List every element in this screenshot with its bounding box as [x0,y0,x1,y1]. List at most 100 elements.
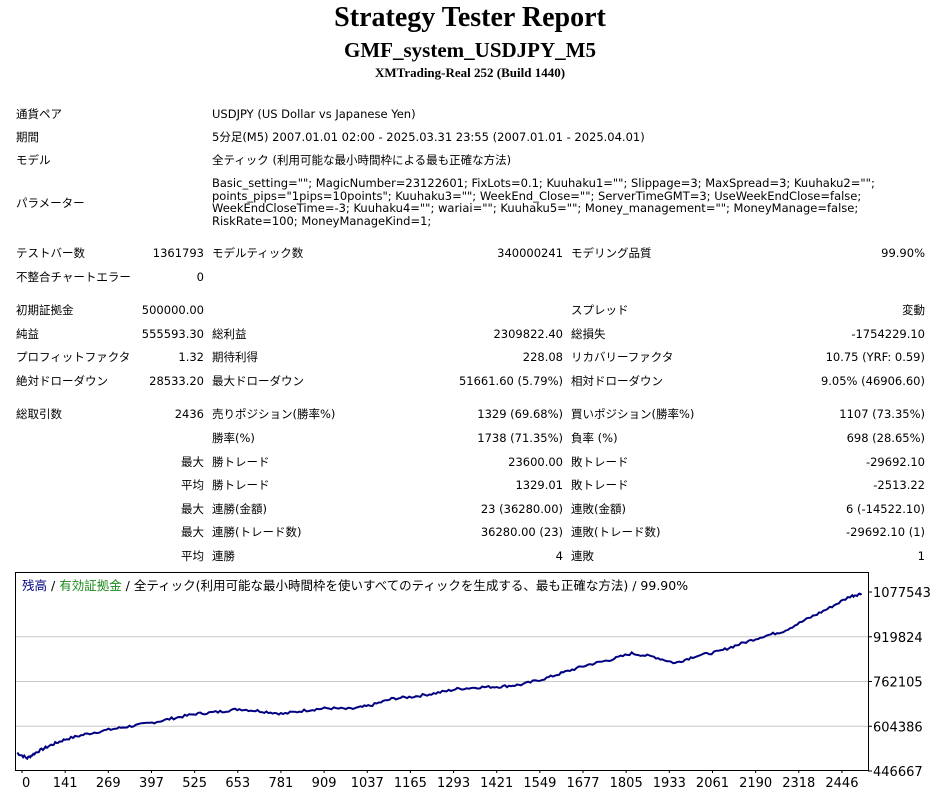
cons-win-count-label: 連勝(トレード数) [212,525,302,539]
avg-loss-trade-label: 敗トレード [571,478,629,492]
x-tick-label: 1549 [523,776,556,791]
max-win-trade-value: 23600.00 [508,455,563,469]
cons-loss-count-value: -29692.10 (1) [846,525,925,539]
avg-win-trade-value: 1329.01 [515,478,563,492]
abs-drawdown-value: 28533.20 [149,374,204,388]
gross-loss-label: 総損失 [571,327,606,341]
max-row-label: 最大 [181,525,204,539]
max-row-label: 最大 [181,455,204,469]
report-subtitle: GMF_system_USDJPY_M5 [344,38,596,62]
plot-frame [15,572,869,771]
rel-drawdown-value: 9.05% (46906.60) [820,374,925,388]
max-drawdown-label: 最大ドローダウン [212,374,304,388]
net-profit-value: 555593.30 [141,327,204,341]
loss-rate-value: 698 (28.65%) [846,431,925,445]
balance-chart: 1077543 919824 762105 604386 446667 0 141 269 3… [15,572,931,791]
recovery-factor-value: 10.75 (YRF: 0.59) [825,350,925,364]
x-tick-label: 525 [182,776,207,791]
rel-drawdown-label: 相対ドローダウン [571,374,663,388]
symbol-label: 通貨ペア [16,107,62,121]
y-tick-label: 446667 [873,765,923,780]
avg-row-label: 平均 [181,549,204,563]
win-rate-value: 1738 (71.35%) [477,431,563,445]
legend-separator: / [47,578,60,593]
short-positions-label: 売りポジション(勝率%) [212,407,336,421]
quality-value: 99.90% [881,246,925,260]
total-trades-value: 2436 [174,407,204,421]
cons-loss-amount-value: 6 (-14522.10) [846,502,925,516]
x-tick-label: 1421 [480,776,513,791]
x-tick-label: 2318 [782,776,815,791]
x-tick-label: 1037 [351,776,384,791]
legend-equity: 有効証拠金 [59,578,122,593]
x-tick-label: 397 [139,776,164,791]
cons-win-amount-label: 連勝(金額) [212,502,267,516]
bars-label: テストバー数 [16,246,85,260]
gross-profit-value: 2309822.40 [493,327,563,341]
x-tick-label: 1165 [394,776,427,791]
x-tick-label: 269 [96,776,121,791]
recovery-factor-label: リカバリーファクタ [571,350,674,364]
cons-win-count-value: 36280.00 (23) [480,525,563,539]
params-label: パラメーター [16,196,85,210]
max-drawdown-value: 51661.60 (5.79%) [458,374,563,388]
period-label: 期間 [16,130,39,144]
quality-label: モデリング品質 [571,246,652,260]
x-tick-label: 2061 [696,776,729,791]
bars-value: 1361793 [152,246,204,260]
max-loss-trade-value: -29692.10 [865,455,925,469]
max-win-trade-label: 勝トレード [212,455,270,469]
y-tick-label: 919824 [873,631,923,646]
x-tick-label: 0 [22,776,30,791]
report-server: XMTrading-Real 252 (Build 1440) [374,65,566,80]
profit-factor-value: 1.32 [178,350,204,364]
avg-loss-trade-value: -2513.22 [873,478,925,492]
x-tick-label: 2446 [825,776,858,791]
x-tick-label: 141 [53,776,78,791]
model-value: 全ティック (利用可能な最小時間枠による最も正確な方法) [212,153,512,167]
x-tick-label: 909 [312,776,337,791]
x-tick-label: 1805 [610,776,643,791]
net-profit-label: 純益 [16,327,39,341]
avg-cons-loss-value: 1 [917,549,925,563]
max-row-label: 最大 [181,502,204,516]
avg-cons-loss-label: 連敗 [571,549,594,563]
total-trades-label: 総取引数 [16,407,62,421]
x-tick-label: 1933 [653,776,686,791]
legend-balance: 残高 [22,578,48,593]
long-positions-value: 1107 (73.35%) [839,407,925,421]
deposit-value: 500000.00 [141,303,204,317]
spread-value: 変動 [902,303,925,317]
mismatch-label: 不整合チャートエラー [16,270,131,284]
y-tick-label: 604386 [873,720,923,735]
spread-label: スプレッド [571,303,629,317]
avg-cons-win-value: 4 [555,549,563,563]
legend-model: 全ティック(利用可能な最小時間枠を使いすべてのティックを生成する、最も正確な方法… [133,578,689,593]
abs-drawdown-label: 絶対ドローダウン [16,374,108,388]
period-value: 5分足(M5) 2007.01.01 02:00 - 2025.03.31 23… [212,130,645,144]
balance-line [16,592,863,761]
cons-win-amount-value: 23 (36280.00) [480,502,563,516]
gross-loss-value: -1754229.10 [851,327,925,341]
avg-row-label: 平均 [181,478,204,492]
model-label: モデル [16,153,51,167]
max-loss-trade-label: 敗トレード [571,455,629,469]
gross-profit-label: 総利益 [212,327,247,341]
y-axis: 1077543 919824 762105 604386 446667 [868,586,931,780]
x-tick-label: 1677 [566,776,599,791]
legend-separator: / [121,578,134,593]
grid-lines [16,636,868,727]
long-positions-label: 買いポジション(勝率%) [571,407,695,421]
x-tick-label: 1293 [437,776,470,791]
cons-loss-amount-label: 連敗(金額) [571,502,626,516]
x-tick-label: 781 [269,776,294,791]
report-title: Strategy Tester Report [334,2,606,33]
avg-win-trade-label: 勝トレード [212,478,270,492]
expected-payoff-value: 228.08 [522,350,563,364]
chart-legend: 残高 / 有効証拠金 / 全ティック(利用可能な最小時間枠を使いすべてのティック… [22,578,688,593]
win-rate-label: 勝率(%) [212,431,255,445]
y-tick-label: 1077543 [873,586,931,601]
loss-rate-label: 負率 (%) [571,431,618,445]
short-positions-value: 1329 (69.68%) [477,407,563,421]
avg-cons-win-label: 連勝 [212,549,235,563]
